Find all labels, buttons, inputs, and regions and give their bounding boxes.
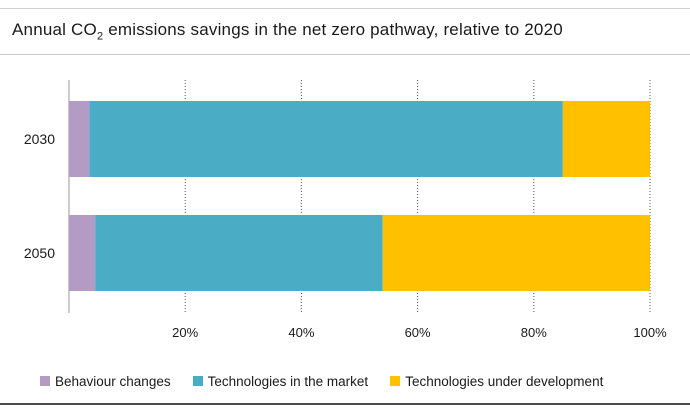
legend-label-behaviour: Behaviour changes: [55, 373, 171, 389]
x-tick-label-20: 20%: [172, 325, 198, 340]
category-label-2050: 2050: [24, 245, 55, 261]
bar-2050-technologies-under-development: [382, 215, 650, 291]
bar-2030-behaviour-changes: [69, 101, 90, 177]
top-rule: [0, 8, 690, 9]
x-tick-label-40: 40%: [288, 325, 314, 340]
chart-title: Annual CO2 emissions savings in the net …: [12, 20, 563, 42]
title-subscript: 2: [96, 30, 104, 43]
bar-2050-behaviour-changes: [69, 215, 96, 291]
legend-swatch-behaviour: [40, 376, 50, 386]
title-suffix: emissions savings in the net zero pathwa…: [103, 20, 563, 39]
legend-item-market: Technologies in the market: [192, 373, 369, 389]
legend-swatch-market: [192, 376, 203, 386]
x-tick-label-100: 100%: [633, 325, 667, 340]
bottom-rule: [0, 403, 690, 405]
x-tick-label-80: 80%: [521, 325, 547, 340]
title-rule: [0, 54, 690, 55]
legend-label-market: Technologies in the market: [207, 373, 369, 389]
bar-2050-technologies-in-the-market: [95, 215, 383, 291]
legend-label-development: Technologies under development: [405, 373, 604, 389]
legend: Behaviour changes Technologies in the ma…: [40, 372, 625, 390]
legend-item-behaviour: Behaviour changes: [40, 374, 171, 389]
legend-swatch-development: [390, 376, 401, 386]
category-label-2030: 2030: [24, 131, 55, 147]
x-tick-label-60: 60%: [405, 325, 431, 340]
bar-2030-technologies-in-the-market: [89, 101, 563, 177]
legend-item-development: Technologies under development: [390, 374, 603, 389]
bar-2030-technologies-under-development: [562, 101, 650, 177]
title-prefix: Annual CO: [12, 20, 97, 39]
